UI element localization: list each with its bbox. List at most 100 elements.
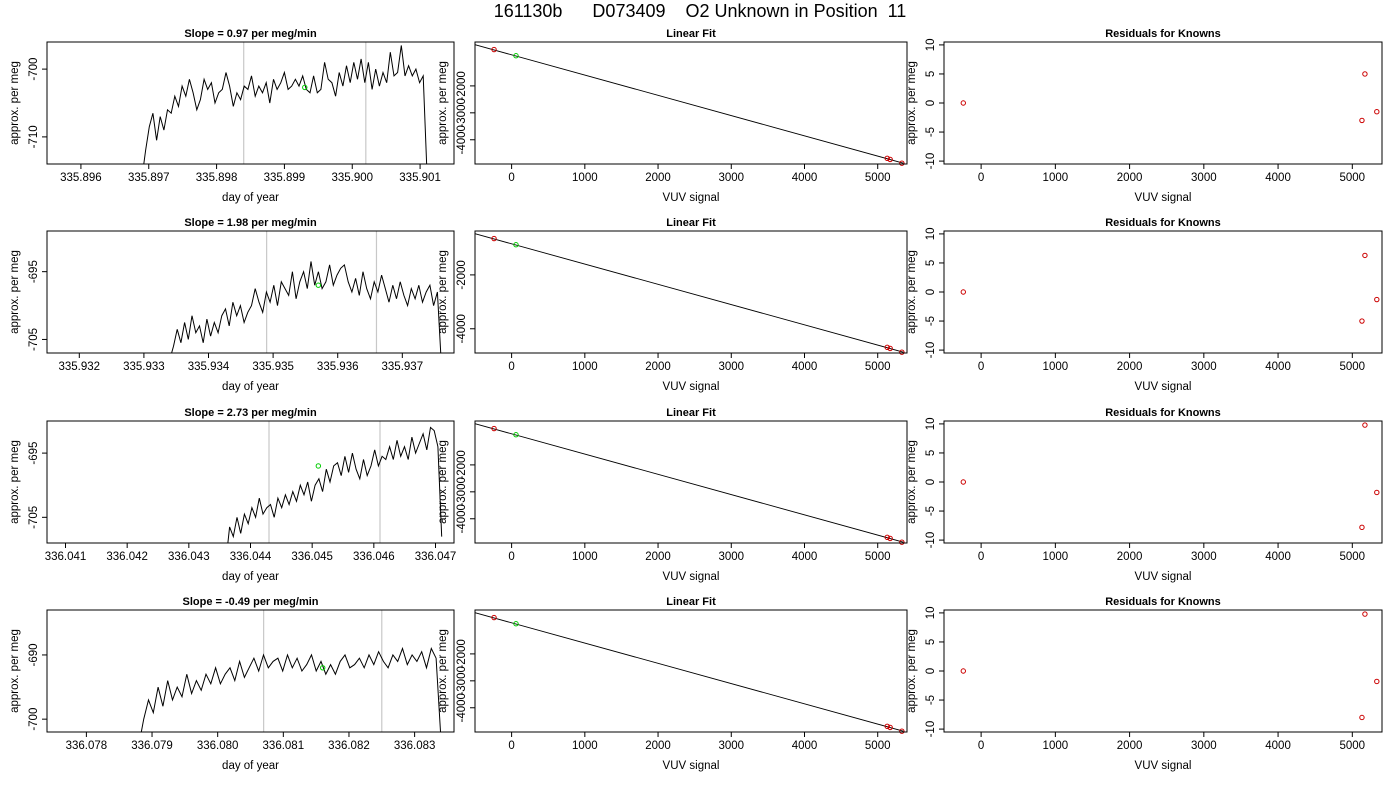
x-tick-label: 2000 [645,361,671,373]
plot-frame [474,230,908,354]
y-tick-label: 5 [925,71,937,77]
y-axis-ticks: -10 -5 0 5 10 [925,39,944,169]
x-tick-label: 0 [508,740,514,752]
x-tick-label: 2000 [1117,740,1143,752]
x-tick-label: 4000 [792,361,818,373]
known-point [884,155,890,162]
x-tick-label: 3000 [1191,551,1217,563]
panel-title: Residuals for Knowns [1105,217,1221,229]
y-tick-label: -695 [28,442,40,465]
x-axis-ticks: 0 1000 2000 3000 4000 5000 [508,164,891,184]
x-tick-label: 1000 [572,172,598,184]
y-axis-label: approx. per meg [9,629,21,713]
plot-frame [474,609,908,733]
plot-frame [46,230,455,354]
plot-area [227,421,443,543]
x-tick-label: 336.080 [197,740,239,752]
known-point [884,723,890,730]
y-tick-label: -690 [28,643,40,666]
x-tick-label: 4000 [792,172,818,184]
x-tick-label: 0 [978,551,984,563]
y-tick-label: 0 [925,668,937,674]
y-axis-ticks: -4000-3000-2000 [456,450,475,533]
y-tick-label: -700 [28,58,40,81]
x-tick-label: 0 [508,551,514,563]
x-tick-label: 336.042 [106,551,148,563]
plot-frame [943,609,1383,733]
residual-point [1359,117,1365,124]
residual-point [960,668,967,674]
y-axis-ticks: -4000-3000-2000 [456,71,475,154]
known-point [491,235,497,242]
y-axis-ticks: -10 -5 0 5 10 [925,607,944,737]
y-tick-label: 10 [925,418,937,431]
y-axis-ticks: -705 -695 [28,442,47,529]
x-axis-label: VUV signal [663,192,720,204]
plot-frame [474,41,908,165]
x-axis-ticks: 335.896 335.897 335.898 335.899 335.900 335.9… [60,164,441,184]
x-tick-label: 1000 [1043,361,1069,373]
x-tick-label: 0 [978,361,984,373]
x-tick-label: 5000 [865,740,891,752]
fit-line [474,233,904,353]
x-tick-label: 335.934 [188,361,230,373]
y-axis-label: approx. per meg [9,440,21,524]
known-point [884,534,890,541]
y-tick-label: 0 [925,289,937,295]
y-tick-label: -2000 [456,71,468,100]
x-tick-label: 336.045 [291,551,333,563]
unknown-marker [315,463,322,469]
x-axis-label: VUV signal [663,760,720,772]
unknown-marker [315,282,322,288]
x-tick-label: 336.043 [168,551,210,563]
panel-title: Slope = 2.73 per meg/min [184,407,317,419]
y-axis-label: approx. per meg [437,440,449,524]
known-point [887,345,893,352]
plot-frame [46,609,455,733]
panel-title: Linear Fit [666,407,716,419]
y-axis-ticks: -710 -700 [28,58,47,148]
plot-frame [474,420,908,544]
y-axis-ticks: -4000-3000-2000 [456,639,475,722]
x-tick-label: 4000 [1265,361,1291,373]
x-tick-label: 0 [508,172,514,184]
x-axis-ticks: 0 1000 2000 3000 4000 5000 [978,353,1365,373]
residual-point [1362,611,1368,617]
y-axis-label: approx. per meg [437,629,449,713]
x-axis-ticks: 0 1000 2000 3000 4000 5000 [508,353,891,373]
residual-point [1362,71,1368,77]
y-axis-label: approx. per meg [906,250,918,334]
x-tick-label: 3000 [1191,361,1217,373]
x-tick-label: 0 [508,361,514,373]
plot-frame [943,41,1383,165]
x-axis-ticks: 0 1000 2000 3000 4000 5000 [508,732,891,752]
x-tick-label: 335.897 [128,172,170,184]
x-tick-label: 335.933 [123,361,165,373]
x-axis-label: VUV signal [663,381,720,393]
y-axis-label: approx. per meg [9,61,21,145]
y-tick-label: -2000 [456,260,468,289]
x-tick-label: 5000 [865,551,891,563]
fit-line [474,612,904,732]
y-axis-ticks: -4000 -2000 [456,260,475,343]
plot-frame [46,420,455,544]
residual-point [1362,422,1368,428]
x-tick-label: 4000 [792,551,818,563]
x-tick-label: 4000 [1265,551,1291,563]
panel-title: Slope = -0.49 per meg/min [182,596,318,608]
y-tick-label: -3000 [456,666,468,695]
known-point [887,156,893,163]
signal-line [140,646,442,732]
x-tick-label: 0 [978,172,984,184]
panel-title: Linear Fit [666,28,716,40]
residual-point [1374,489,1380,496]
y-axis-ticks: -10 -5 0 5 10 [925,418,944,548]
